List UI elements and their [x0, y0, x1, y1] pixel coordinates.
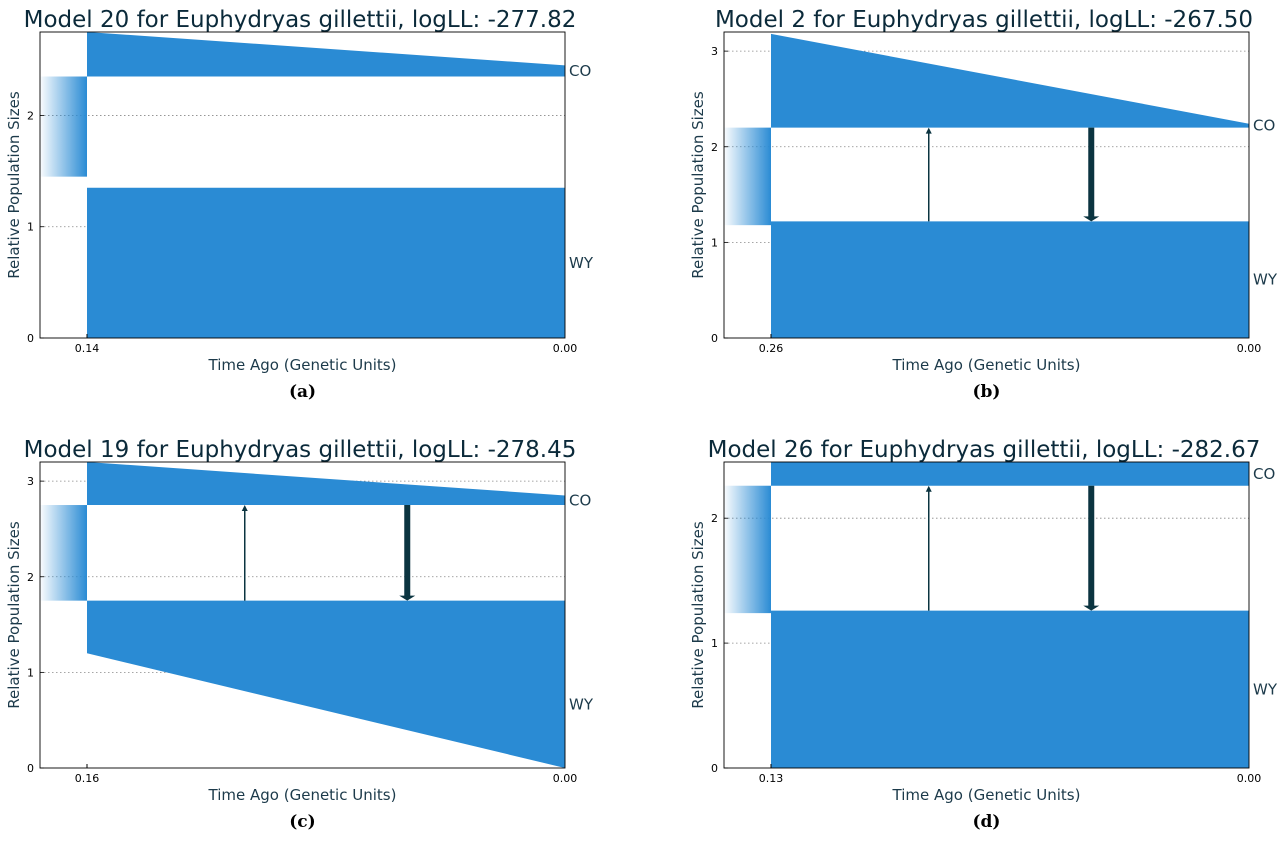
chart-svg: Model 19 for Euphydryas gillettii, logLL… — [5, 437, 594, 832]
x-tick-label-split: 0.16 — [75, 772, 100, 785]
y-tick-label: 0 — [711, 332, 718, 345]
panel-caption: (d) — [973, 812, 1001, 832]
migration-arrow-up — [241, 505, 248, 601]
y-tick-label: 2 — [711, 512, 718, 525]
x-axis-label: Time Ago (Genetic Units) — [892, 356, 1081, 374]
population-wy-area — [87, 187, 565, 338]
axes-frame — [39, 31, 566, 339]
x-axis-label: Time Ago (Genetic Units) — [208, 786, 397, 804]
y-tick-label: 0 — [27, 332, 34, 345]
y-tick-label: 2 — [711, 141, 718, 154]
y-tick-label: 2 — [27, 109, 34, 122]
population-co-area — [771, 33, 1249, 128]
population-label-co: CO — [1253, 117, 1275, 135]
population-co-area — [87, 32, 565, 77]
y-axis-label: Relative Population Sizes — [689, 521, 707, 709]
population-co-area — [771, 462, 1249, 486]
chart-title: Model 2 for Euphydryas gillettii, logLL:… — [715, 7, 1253, 33]
x-tick-label-split: 0.14 — [75, 342, 100, 355]
chart-title: Model 19 for Euphydryas gillettii, logLL… — [24, 437, 577, 463]
panel-caption: (b) — [973, 382, 1001, 402]
chart-title: Model 20 for Euphydryas gillettii, logLL… — [24, 7, 577, 33]
ancestral-population-area — [40, 76, 87, 177]
axes-frame — [39, 461, 566, 769]
chart-panel-4: Model 26 for Euphydryas gillettii, logLL… — [684, 430, 1288, 845]
chart-panel-3: Model 19 for Euphydryas gillettii, logLL… — [0, 430, 644, 845]
y-tick-label: 1 — [27, 221, 34, 234]
population-wy-area — [87, 600, 565, 768]
chart-svg: Model 26 for Euphydryas gillettii, logLL… — [689, 437, 1278, 832]
y-tick-label: 0 — [711, 762, 718, 775]
population-wy-area — [771, 221, 1249, 338]
x-axis-label: Time Ago (Genetic Units) — [892, 786, 1081, 804]
y-tick-label: 1 — [27, 666, 34, 679]
ancestral-population-area — [40, 505, 87, 601]
migration-arrow-up — [925, 485, 932, 611]
y-tick-label: 3 — [27, 475, 34, 488]
x-tick-label-split: 0.13 — [759, 772, 784, 785]
population-label-wy: WY — [1253, 680, 1278, 698]
x-axis-label: Time Ago (Genetic Units) — [208, 356, 397, 374]
migration-arrow-down — [1083, 127, 1100, 222]
y-axis-label: Relative Population Sizes — [689, 91, 707, 279]
y-tick-label: 2 — [27, 571, 34, 584]
population-label-wy: WY — [569, 695, 594, 713]
migration-arrow-up — [925, 127, 932, 222]
chart-panel-2: Model 2 for Euphydryas gillettii, logLL:… — [684, 0, 1288, 415]
chart-svg: Model 20 for Euphydryas gillettii, logLL… — [5, 7, 594, 402]
chart-title: Model 26 for Euphydryas gillettii, logLL… — [708, 437, 1261, 463]
migration-arrow-down — [399, 505, 416, 601]
population-label-wy: WY — [1253, 271, 1278, 289]
panel-caption: (c) — [289, 812, 315, 832]
x-tick-label-end: 0.00 — [553, 342, 578, 355]
x-tick-label-end: 0.00 — [1237, 772, 1262, 785]
ancestral-population-area — [724, 127, 771, 226]
chart-svg: Model 2 for Euphydryas gillettii, logLL:… — [689, 7, 1278, 402]
population-label-co: CO — [1253, 465, 1275, 483]
y-axis-label: Relative Population Sizes — [5, 91, 23, 279]
y-tick-label: 0 — [27, 762, 34, 775]
migration-arrow-down — [1083, 485, 1100, 611]
y-axis-label: Relative Population Sizes — [5, 521, 23, 709]
panel-caption: (a) — [289, 382, 316, 402]
population-label-wy: WY — [569, 254, 594, 272]
axes-frame — [723, 461, 1250, 769]
population-label-co: CO — [569, 491, 591, 509]
x-tick-label-end: 0.00 — [553, 772, 578, 785]
population-label-co: CO — [569, 62, 591, 80]
population-wy-area — [771, 610, 1249, 768]
ancestral-population-area — [724, 485, 771, 614]
y-tick-label: 1 — [711, 637, 718, 650]
chart-panel-1: Model 20 for Euphydryas gillettii, logLL… — [0, 0, 644, 415]
axes-frame — [723, 31, 1250, 339]
y-tick-label: 1 — [711, 236, 718, 249]
x-tick-label-split: 0.26 — [759, 342, 784, 355]
y-tick-label: 3 — [711, 45, 718, 58]
population-co-area — [87, 462, 565, 506]
x-tick-label-end: 0.00 — [1237, 342, 1262, 355]
